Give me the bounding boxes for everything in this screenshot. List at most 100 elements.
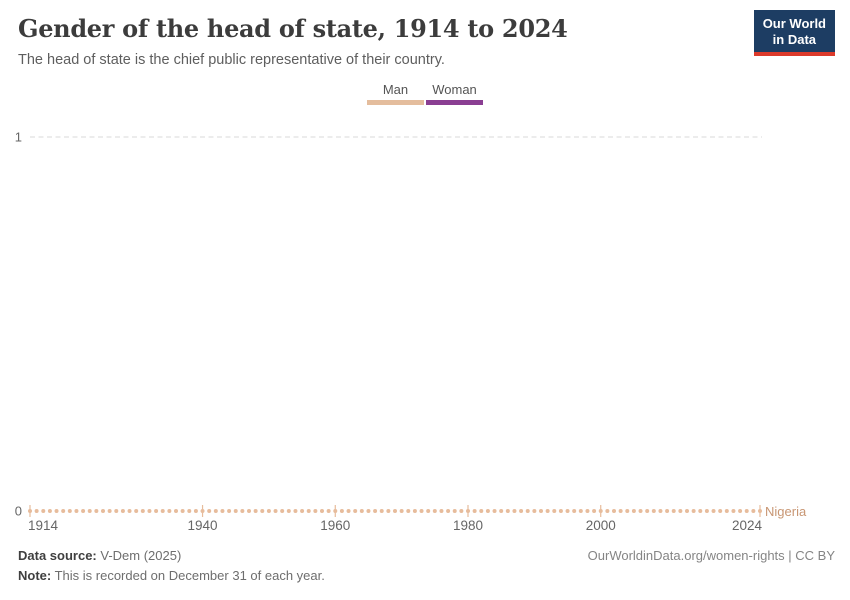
data-point[interactable] xyxy=(499,509,504,513)
data-point[interactable] xyxy=(87,509,92,513)
data-point[interactable] xyxy=(605,509,610,513)
data-point[interactable] xyxy=(227,509,232,513)
data-point[interactable] xyxy=(293,509,298,513)
license-link[interactable]: OurWorldinData.org/women-rights | CC BY xyxy=(587,548,835,563)
data-point[interactable] xyxy=(127,509,132,513)
data-point[interactable] xyxy=(47,509,52,513)
data-point[interactable] xyxy=(200,509,205,513)
legend-item-woman[interactable]: Woman xyxy=(426,82,483,105)
data-point[interactable] xyxy=(393,509,397,513)
data-point[interactable] xyxy=(167,509,172,513)
data-point[interactable] xyxy=(558,509,563,513)
data-point[interactable] xyxy=(625,509,630,513)
data-point[interactable] xyxy=(678,509,683,513)
data-point[interactable] xyxy=(140,509,145,513)
data-point[interactable] xyxy=(107,509,112,513)
data-point[interactable] xyxy=(160,509,165,513)
data-point[interactable] xyxy=(61,509,66,513)
data-point[interactable] xyxy=(81,509,86,513)
entity-label-nigeria[interactable]: Nigeria xyxy=(765,504,807,519)
data-point[interactable] xyxy=(260,509,265,513)
data-point[interactable] xyxy=(485,509,490,513)
data-point[interactable] xyxy=(359,509,364,513)
data-point[interactable] xyxy=(598,509,603,513)
data-point[interactable] xyxy=(718,509,723,513)
data-point[interactable] xyxy=(333,509,338,513)
data-point[interactable] xyxy=(379,509,384,513)
data-point[interactable] xyxy=(751,509,756,513)
data-point[interactable] xyxy=(280,509,285,513)
data-point[interactable] xyxy=(174,509,178,513)
data-point[interactable] xyxy=(134,509,139,513)
data-point[interactable] xyxy=(452,509,457,513)
data-point[interactable] xyxy=(612,509,616,513)
data-point[interactable] xyxy=(240,509,245,513)
data-point[interactable] xyxy=(120,509,125,513)
data-point[interactable] xyxy=(28,509,32,513)
data-point[interactable] xyxy=(532,509,537,513)
data-point[interactable] xyxy=(744,509,749,513)
data-point[interactable] xyxy=(505,509,510,513)
data-point[interactable] xyxy=(233,509,238,513)
data-point[interactable] xyxy=(704,509,709,513)
data-point[interactable] xyxy=(446,509,451,513)
data-point[interactable] xyxy=(147,509,152,513)
data-point[interactable] xyxy=(711,509,716,513)
data-point[interactable] xyxy=(346,509,351,513)
data-point[interactable] xyxy=(552,509,557,513)
data-point[interactable] xyxy=(386,509,391,513)
data-point[interactable] xyxy=(459,509,464,513)
data-point[interactable] xyxy=(247,509,251,513)
data-point[interactable] xyxy=(439,509,444,513)
data-point[interactable] xyxy=(266,509,271,513)
data-point[interactable] xyxy=(373,509,378,513)
data-point[interactable] xyxy=(651,509,656,513)
data-point[interactable] xyxy=(472,509,477,513)
data-point[interactable] xyxy=(193,509,198,513)
data-point[interactable] xyxy=(154,509,159,513)
legend-item-man[interactable]: Man xyxy=(367,82,424,105)
data-point[interactable] xyxy=(273,509,278,513)
data-point[interactable] xyxy=(466,509,470,513)
data-point[interactable] xyxy=(419,509,424,513)
data-point[interactable] xyxy=(313,509,318,513)
data-point[interactable] xyxy=(207,509,212,513)
data-point[interactable] xyxy=(326,509,331,513)
data-point[interactable] xyxy=(512,509,517,513)
owid-logo[interactable]: Our World in Data xyxy=(753,10,835,57)
data-point[interactable] xyxy=(572,509,577,513)
data-point[interactable] xyxy=(691,509,696,513)
data-point[interactable] xyxy=(412,509,417,513)
data-point[interactable] xyxy=(585,509,590,513)
data-point[interactable] xyxy=(645,509,650,513)
data-point[interactable] xyxy=(525,509,530,513)
data-point[interactable] xyxy=(618,509,623,513)
data-point[interactable] xyxy=(94,509,99,513)
data-point[interactable] xyxy=(432,509,437,513)
data-point[interactable] xyxy=(631,509,636,513)
data-point[interactable] xyxy=(738,509,743,513)
data-point[interactable] xyxy=(545,509,550,513)
data-point[interactable] xyxy=(220,509,225,513)
data-point[interactable] xyxy=(671,509,676,513)
data-point[interactable] xyxy=(539,509,543,513)
data-point[interactable] xyxy=(253,509,258,513)
data-point[interactable] xyxy=(320,509,324,513)
data-point[interactable] xyxy=(519,509,524,513)
data-point[interactable] xyxy=(758,509,762,513)
data-point[interactable] xyxy=(54,509,59,513)
data-point[interactable] xyxy=(592,509,597,513)
data-point[interactable] xyxy=(67,509,72,513)
data-point[interactable] xyxy=(213,509,218,513)
data-point[interactable] xyxy=(638,509,643,513)
data-point[interactable] xyxy=(731,509,736,513)
data-point[interactable] xyxy=(306,509,311,513)
data-point[interactable] xyxy=(101,509,105,513)
data-point[interactable] xyxy=(724,509,729,513)
data-point[interactable] xyxy=(41,509,46,513)
data-point[interactable] xyxy=(180,509,185,513)
data-point[interactable] xyxy=(339,509,344,513)
data-point[interactable] xyxy=(300,509,305,513)
data-point[interactable] xyxy=(426,509,431,513)
